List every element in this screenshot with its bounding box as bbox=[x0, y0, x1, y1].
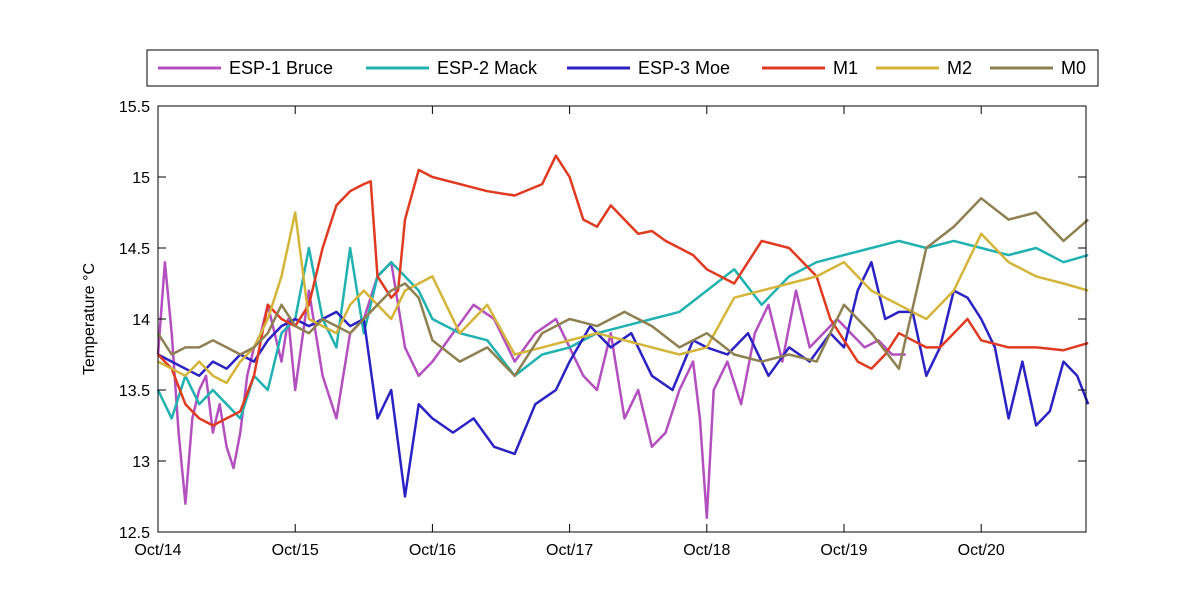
x-tick-label: Oct/14 bbox=[134, 542, 181, 559]
y-tick-label: 13.5 bbox=[119, 383, 150, 400]
legend-label: M2 bbox=[947, 58, 972, 78]
x-tick-label: Oct/15 bbox=[272, 542, 319, 559]
legend-label: M0 bbox=[1061, 58, 1086, 78]
legend-label: M1 bbox=[833, 58, 858, 78]
y-tick-label: 14 bbox=[132, 312, 150, 329]
y-axis: 12.5 13 13.5 14 14.5 15 15.5 bbox=[119, 99, 1086, 542]
x-axis: Oct/14 Oct/15 Oct/16 Oct/17 Oct/18 Oct/19 Oct/… bbox=[134, 106, 1005, 559]
y-tick-label: 13 bbox=[132, 454, 150, 471]
series-layer bbox=[156, 154, 1090, 520]
legend-label: ESP-2 Mack bbox=[437, 58, 538, 78]
legend: ESP-1 Bruce ESP-2 Mack ESP-3 Moe M1 M2 M0 bbox=[146, 49, 1099, 87]
y-tick-label: 12.5 bbox=[119, 525, 150, 542]
y-tick-label: 15.5 bbox=[119, 99, 150, 116]
x-tick-label: Oct/20 bbox=[958, 542, 1005, 559]
series-line-m2 bbox=[157, 211, 1089, 385]
series-line-esp-1-bruce bbox=[156, 260, 906, 520]
x-tick-label: Oct/18 bbox=[683, 542, 730, 559]
legend-label: ESP-3 Moe bbox=[638, 58, 730, 78]
x-tick-label: Oct/19 bbox=[820, 542, 867, 559]
plot-frame-overlay bbox=[157, 105, 1087, 533]
series-line-esp-2-mack bbox=[156, 239, 1089, 420]
y-tick-label: 14.5 bbox=[119, 241, 150, 258]
y-tick-label: 15 bbox=[132, 170, 150, 187]
legend-items: ESP-1 Bruce ESP-2 Mack ESP-3 Moe M1 M2 M0 bbox=[158, 58, 1086, 78]
x-tick-label: Oct/16 bbox=[409, 542, 456, 559]
legend-label: ESP-1 Bruce bbox=[229, 58, 333, 78]
y-axis-label: Temperature °C bbox=[81, 263, 98, 375]
series-line-m0 bbox=[156, 197, 1090, 378]
series-line-m1 bbox=[157, 154, 1089, 427]
x-tick-label: Oct/17 bbox=[546, 542, 593, 559]
